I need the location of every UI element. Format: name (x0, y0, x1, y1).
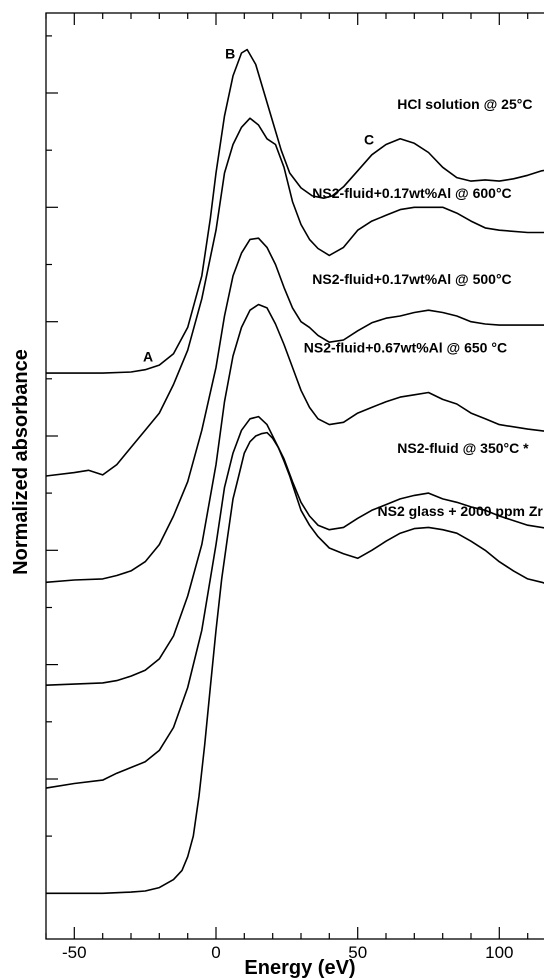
series-label-4: NS2-fluid+0.67wt%Al @ 650 °C (304, 340, 507, 356)
series-curve-4 (45, 303, 544, 686)
series-curves (45, 48, 544, 895)
x-tick-label: 0 (211, 943, 220, 962)
x-axis-ticks: -50 0 50 100 (45, 13, 529, 962)
series-label-1: HCl solution @ 25°C (397, 96, 532, 112)
x-tick-label: -50 (62, 943, 87, 962)
y-axis-title: Normalized absorbance (10, 349, 32, 575)
peak-label-b: B (225, 46, 235, 62)
series-curve-3 (45, 237, 544, 584)
peak-label-c: C (364, 132, 374, 148)
series-curve-2 (45, 117, 544, 477)
x-tick-label: 50 (348, 943, 367, 962)
series-labels: HCl solution @ 25°C NS2-fluid+0.17wt%Al @… (304, 96, 544, 519)
peak-labels: A B C (143, 46, 374, 365)
series-label-6: NS2 glass + 2000 ppm Zr (378, 503, 544, 519)
series-curve-1 (46, 48, 544, 374)
y-axis-ticks (46, 35, 58, 894)
peak-label-a: A (143, 349, 153, 365)
series-curve-6 (46, 431, 544, 895)
series-label-3: NS2-fluid+0.17wt%Al @ 500°C (312, 271, 511, 287)
series-curve-5 (45, 415, 544, 789)
x-tick-label: 100 (485, 943, 513, 962)
x-axis-title: Energy (eV) (244, 957, 355, 979)
series-label-5: NS2-fluid @ 350°C * (397, 440, 529, 456)
plot-frame (45, 12, 544, 940)
series-label-2: NS2-fluid+0.17wt%Al @ 600°C (312, 185, 511, 201)
